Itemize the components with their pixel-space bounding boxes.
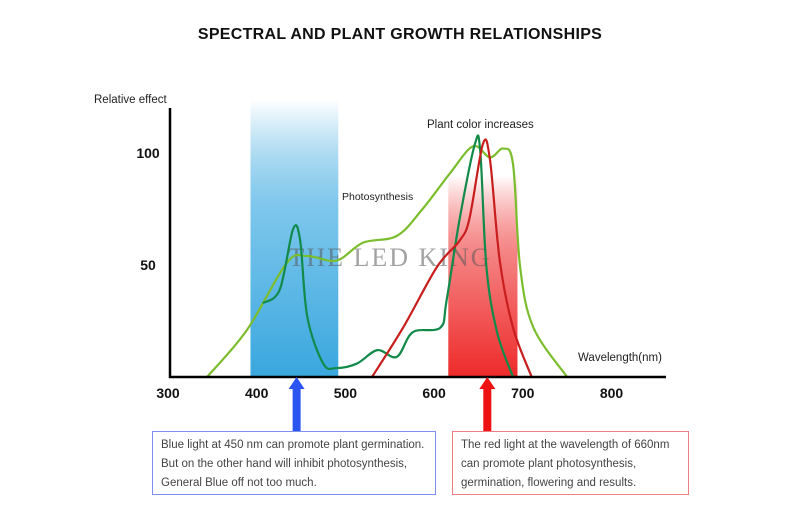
x-tick-label: 700 [511, 385, 535, 401]
note-line: Blue light at 450 nm can promote plant g… [161, 439, 425, 451]
x-tick-label: 500 [334, 385, 358, 401]
x-tick-label: 400 [245, 385, 269, 401]
series-line-2 [371, 138, 533, 378]
annotation-plant-color: Plant color increases [427, 119, 534, 131]
blue-light-note: Blue light at 450 nm can promote plant g… [152, 431, 436, 495]
x-axis-label: Wavelength(nm) [578, 352, 662, 364]
note-line: The red light at the wavelength of 660nm [461, 439, 670, 451]
x-tick-label: 600 [422, 385, 446, 401]
note-line: But on the other hand will inhibit photo… [161, 458, 408, 470]
chart-title: SPECTRAL AND PLANT GROWTH RELATIONSHIPS [197, 26, 603, 43]
note-line: can promote plant photosynthesis, [461, 458, 637, 470]
y-axis-label: Relative effect [94, 94, 167, 106]
series-line-0 [206, 144, 569, 378]
note-line: germination, flowering and results. [461, 477, 637, 489]
red-light-note: The red light at the wavelength of 660nm… [452, 431, 689, 495]
blue-band [250, 100, 339, 377]
annotation-photosynthesis: Photosynthesis [342, 191, 413, 203]
red-arrow [479, 377, 496, 431]
watermark: THE LED KING [288, 243, 491, 272]
y-tick-label: 100 [136, 145, 160, 161]
blue-arrow [288, 377, 305, 431]
x-tick-label: 300 [156, 385, 180, 401]
series-line-1 [262, 134, 515, 378]
note-line: General Blue off not too much. [161, 477, 317, 489]
x-tick-label: 800 [600, 385, 624, 401]
y-tick-label: 50 [140, 257, 156, 273]
